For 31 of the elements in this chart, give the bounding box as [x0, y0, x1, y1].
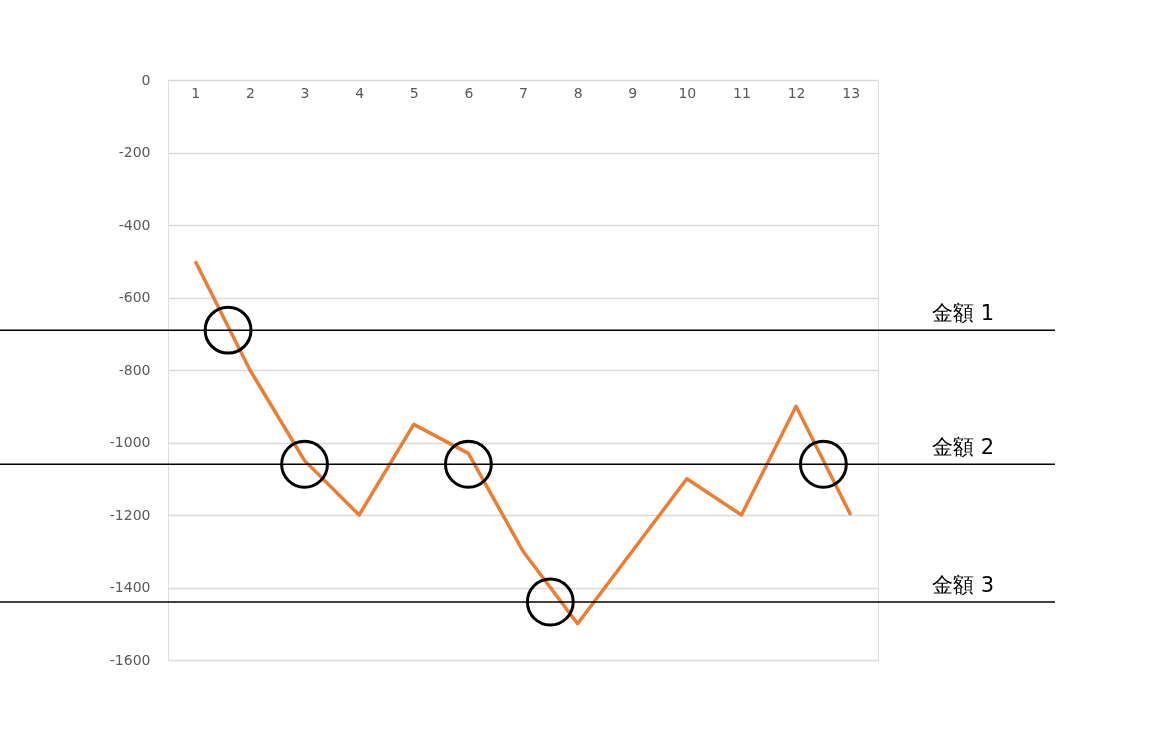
y-tick-label: -1600	[109, 651, 151, 668]
x-tick-label: 7	[519, 84, 528, 101]
line-series	[193, 259, 853, 626]
y-tick-label: 0	[141, 71, 151, 88]
x-tick-label: 8	[573, 84, 583, 101]
x-tick-label: 11	[733, 84, 751, 101]
ref-line-label: 金額 3	[932, 573, 995, 597]
point	[280, 439, 329, 489]
x-tick-label: 4	[355, 84, 365, 101]
x-tick-label: 13	[842, 84, 861, 101]
x-tick-label: 12	[787, 84, 806, 101]
point	[203, 305, 253, 355]
y-tick-label: -1400	[109, 579, 151, 595]
x-tick-label: 9	[628, 84, 638, 101]
point	[798, 439, 848, 489]
point	[525, 577, 575, 627]
x-tick-label: 3	[300, 84, 310, 101]
y-tick-label: -200	[118, 144, 151, 160]
y-tick-label: -1200	[109, 506, 151, 523]
point	[443, 439, 493, 489]
x-tick-label: 10	[678, 84, 697, 101]
x-tick-label: 5	[409, 84, 419, 101]
x-tick-label: 2	[245, 84, 255, 101]
ref-line-label: 金額 2	[932, 435, 995, 460]
y-tick-label: -1000	[109, 434, 151, 450]
ref-line-label: 金額 1	[932, 301, 995, 326]
y-tick-label: -600	[118, 289, 151, 305]
x-tick-label: 6	[464, 84, 474, 101]
x-tick-label: 1	[191, 84, 201, 101]
y-tick-label: -400	[118, 216, 151, 233]
y-tick-label: -800	[118, 361, 151, 378]
